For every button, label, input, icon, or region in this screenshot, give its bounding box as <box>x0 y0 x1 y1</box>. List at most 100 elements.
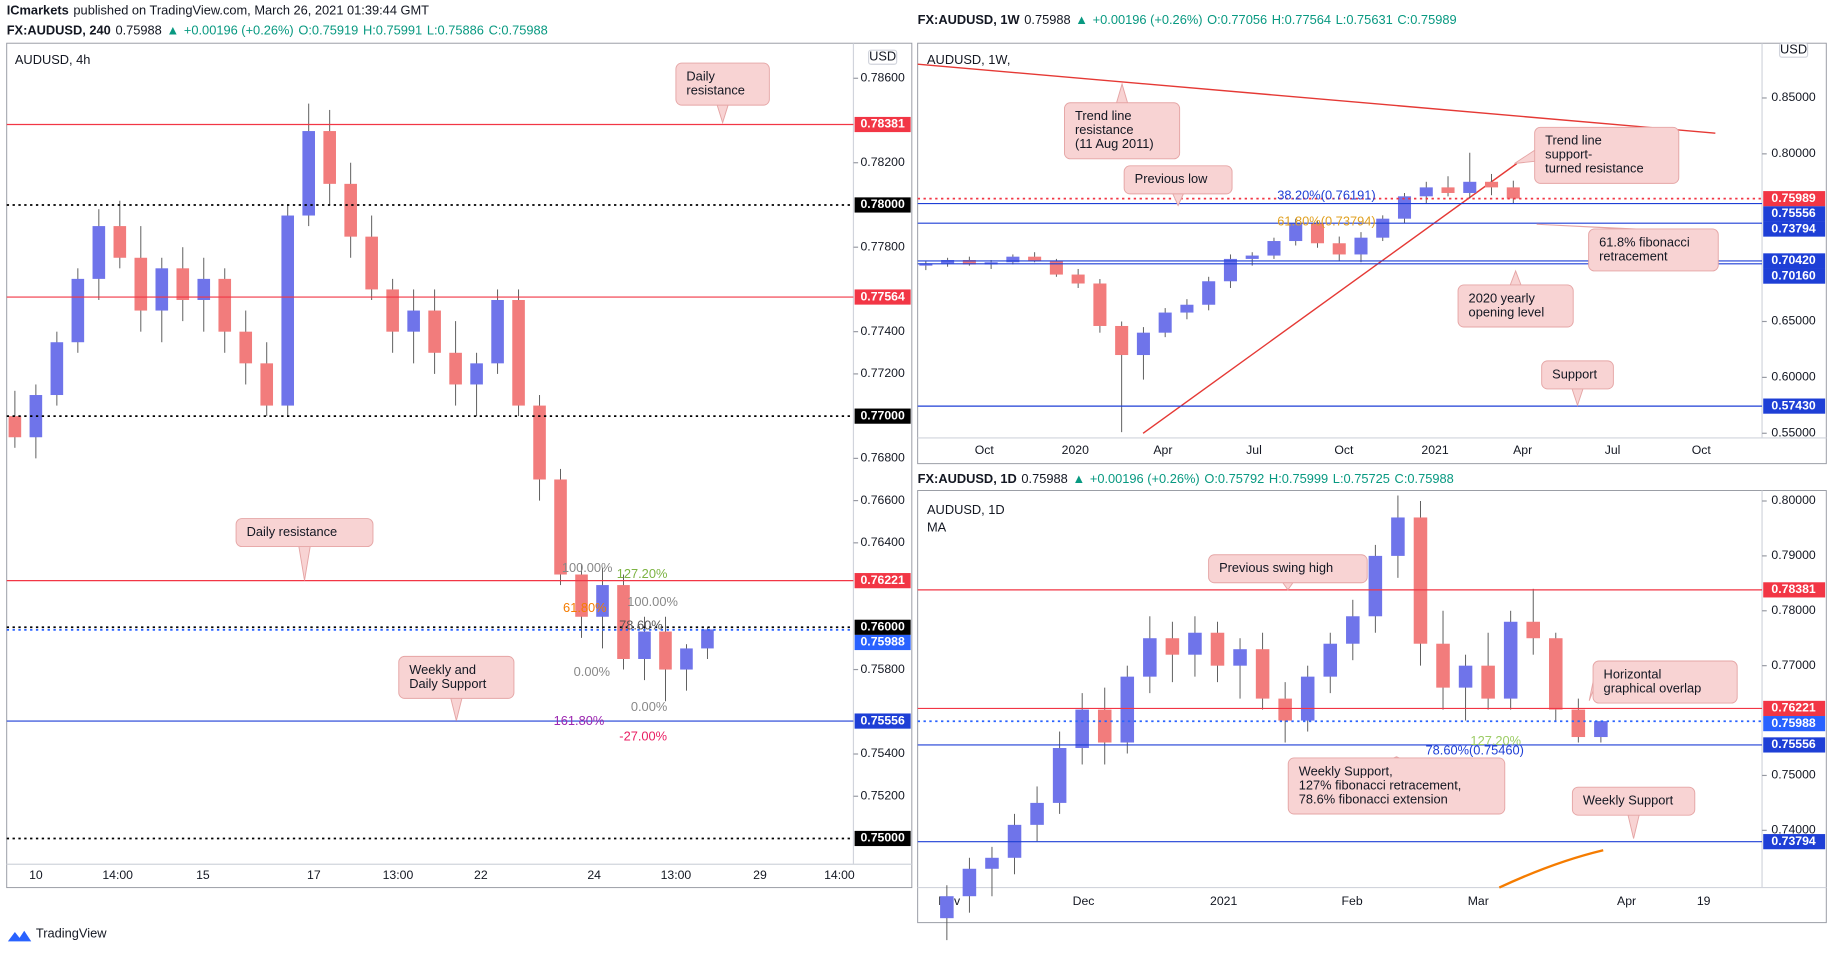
candle-body <box>1503 621 1518 699</box>
candle-body <box>1097 709 1112 743</box>
y-tick-label: 0.76600 <box>860 493 904 507</box>
candle-body <box>386 289 399 332</box>
x-tick-label: Apr <box>1153 443 1172 457</box>
candle-body <box>919 263 933 266</box>
y-tick-label: 0.74000 <box>1771 823 1815 837</box>
price-label: 0.73794 <box>1771 221 1815 235</box>
chart-title: AUDUSD, 4h <box>15 52 91 67</box>
info-item: C:0.75988 <box>1395 471 1454 486</box>
candle-body <box>1006 256 1020 263</box>
x-tick-label: Dec <box>1073 894 1095 908</box>
candle-body <box>659 631 672 670</box>
candle-body <box>1571 709 1586 738</box>
candle-body <box>323 131 336 184</box>
fib-label: 38.20%(0.76191) <box>1277 188 1375 203</box>
currency-box <box>868 49 898 65</box>
info-item: H:0.75991 <box>363 23 422 38</box>
annotation-text: 78.6% fibonacci extension <box>1299 791 1448 806</box>
panel-frame <box>917 490 1827 924</box>
info-item: O:0.75792 <box>1204 471 1264 486</box>
y-tick-label: 0.55000 <box>1771 425 1815 439</box>
info-item: +0.00196 (+0.26%) <box>1093 12 1203 27</box>
candle-body <box>1255 649 1270 699</box>
candle-body <box>197 278 211 300</box>
symbol-info: FX:AUDUSD, 1D 0.75988 ▲ +0.00196 (+0.26%) O:… <box>918 471 1454 486</box>
candle-body <box>638 631 651 659</box>
annotation-text: Weekly Support <box>1583 793 1674 808</box>
annotation-box <box>1123 165 1233 195</box>
annotation-text: Support <box>1552 366 1597 381</box>
candle-body <box>1526 621 1540 639</box>
x-tick-label: 13:00 <box>383 868 414 882</box>
info-item: 0.75988 <box>1021 471 1067 486</box>
candle-body <box>8 416 22 438</box>
price-label: 0.75988 <box>1771 716 1815 730</box>
candle-body <box>680 648 693 670</box>
x-tick-label: Jul <box>1246 443 1262 457</box>
candle-body <box>449 352 462 385</box>
price-label-box <box>1763 834 1826 850</box>
candle-body <box>176 268 190 300</box>
annotation: Daily resistance <box>235 518 374 581</box>
candle-body <box>1202 281 1216 305</box>
info-item: FX:AUDUSD, 1W <box>918 12 1021 27</box>
chart-title: AUDUSD, 1D <box>927 502 1005 517</box>
y-tick-label: 0.75000 <box>1771 768 1815 782</box>
candle-body <box>1300 676 1315 721</box>
candle-body <box>1436 643 1450 688</box>
publisher: ICmarkets <box>7 3 69 18</box>
candle-body <box>1093 283 1107 326</box>
x-tick-label: 24 <box>587 868 601 882</box>
candle-body <box>1391 517 1405 556</box>
info-item: L:0.75631 <box>1336 12 1393 27</box>
annotation: Previous low <box>1123 165 1233 207</box>
price-label: 0.78000 <box>860 197 904 211</box>
info-item: FX:AUDUSD, 1D <box>918 471 1017 486</box>
candle-body <box>302 131 315 216</box>
candle-body <box>365 236 378 290</box>
y-tick-label: 0.77400 <box>860 324 904 338</box>
price-label-box <box>1763 253 1826 269</box>
info-item: L:0.75886 <box>427 23 484 38</box>
x-tick-label: 2021 <box>1421 443 1448 457</box>
candle-body <box>962 868 977 897</box>
annotation-text: opening level <box>1469 304 1545 319</box>
candle-body <box>1052 748 1067 803</box>
annotation-text: Trend line <box>1545 133 1602 148</box>
candle-body <box>596 585 609 617</box>
candle-body <box>554 479 567 575</box>
price-label: 0.75556 <box>1771 737 1815 751</box>
candle-body <box>1030 802 1044 825</box>
price-label: 0.78381 <box>860 117 904 131</box>
annotation: Weekly Support,127% fibonacci retracemen… <box>1287 756 1506 815</box>
price-label: 0.75556 <box>1771 206 1815 220</box>
candle-body <box>239 331 253 364</box>
annotation-text: Weekly Support, <box>1299 763 1393 778</box>
candle-body <box>155 268 169 311</box>
info-item: +0.00196 (+0.26%) <box>1090 471 1200 486</box>
price-label-box <box>854 197 911 213</box>
info-item: ▲ <box>167 23 180 38</box>
candle-body <box>1158 312 1172 333</box>
candle-body <box>260 363 274 406</box>
fib-label: 0.00% <box>631 699 667 714</box>
y-tick-label: 0.75200 <box>860 788 904 802</box>
annotation: Previous swing high <box>1208 554 1368 591</box>
candle-body <box>1071 274 1085 284</box>
price-label-box <box>1763 737 1826 753</box>
currency: USD <box>869 49 896 64</box>
candle-body <box>617 585 630 659</box>
fib-label: 78.60%(0.75460) <box>1426 742 1524 757</box>
annotation-text: Daily resistance <box>247 524 338 539</box>
price-label-box <box>854 408 911 424</box>
price-label: 0.76000 <box>860 620 904 634</box>
annotation-box <box>1064 102 1181 160</box>
candle-body <box>1223 258 1237 282</box>
annotation-box <box>398 655 515 699</box>
x-tick-label: Apr <box>1617 894 1636 908</box>
